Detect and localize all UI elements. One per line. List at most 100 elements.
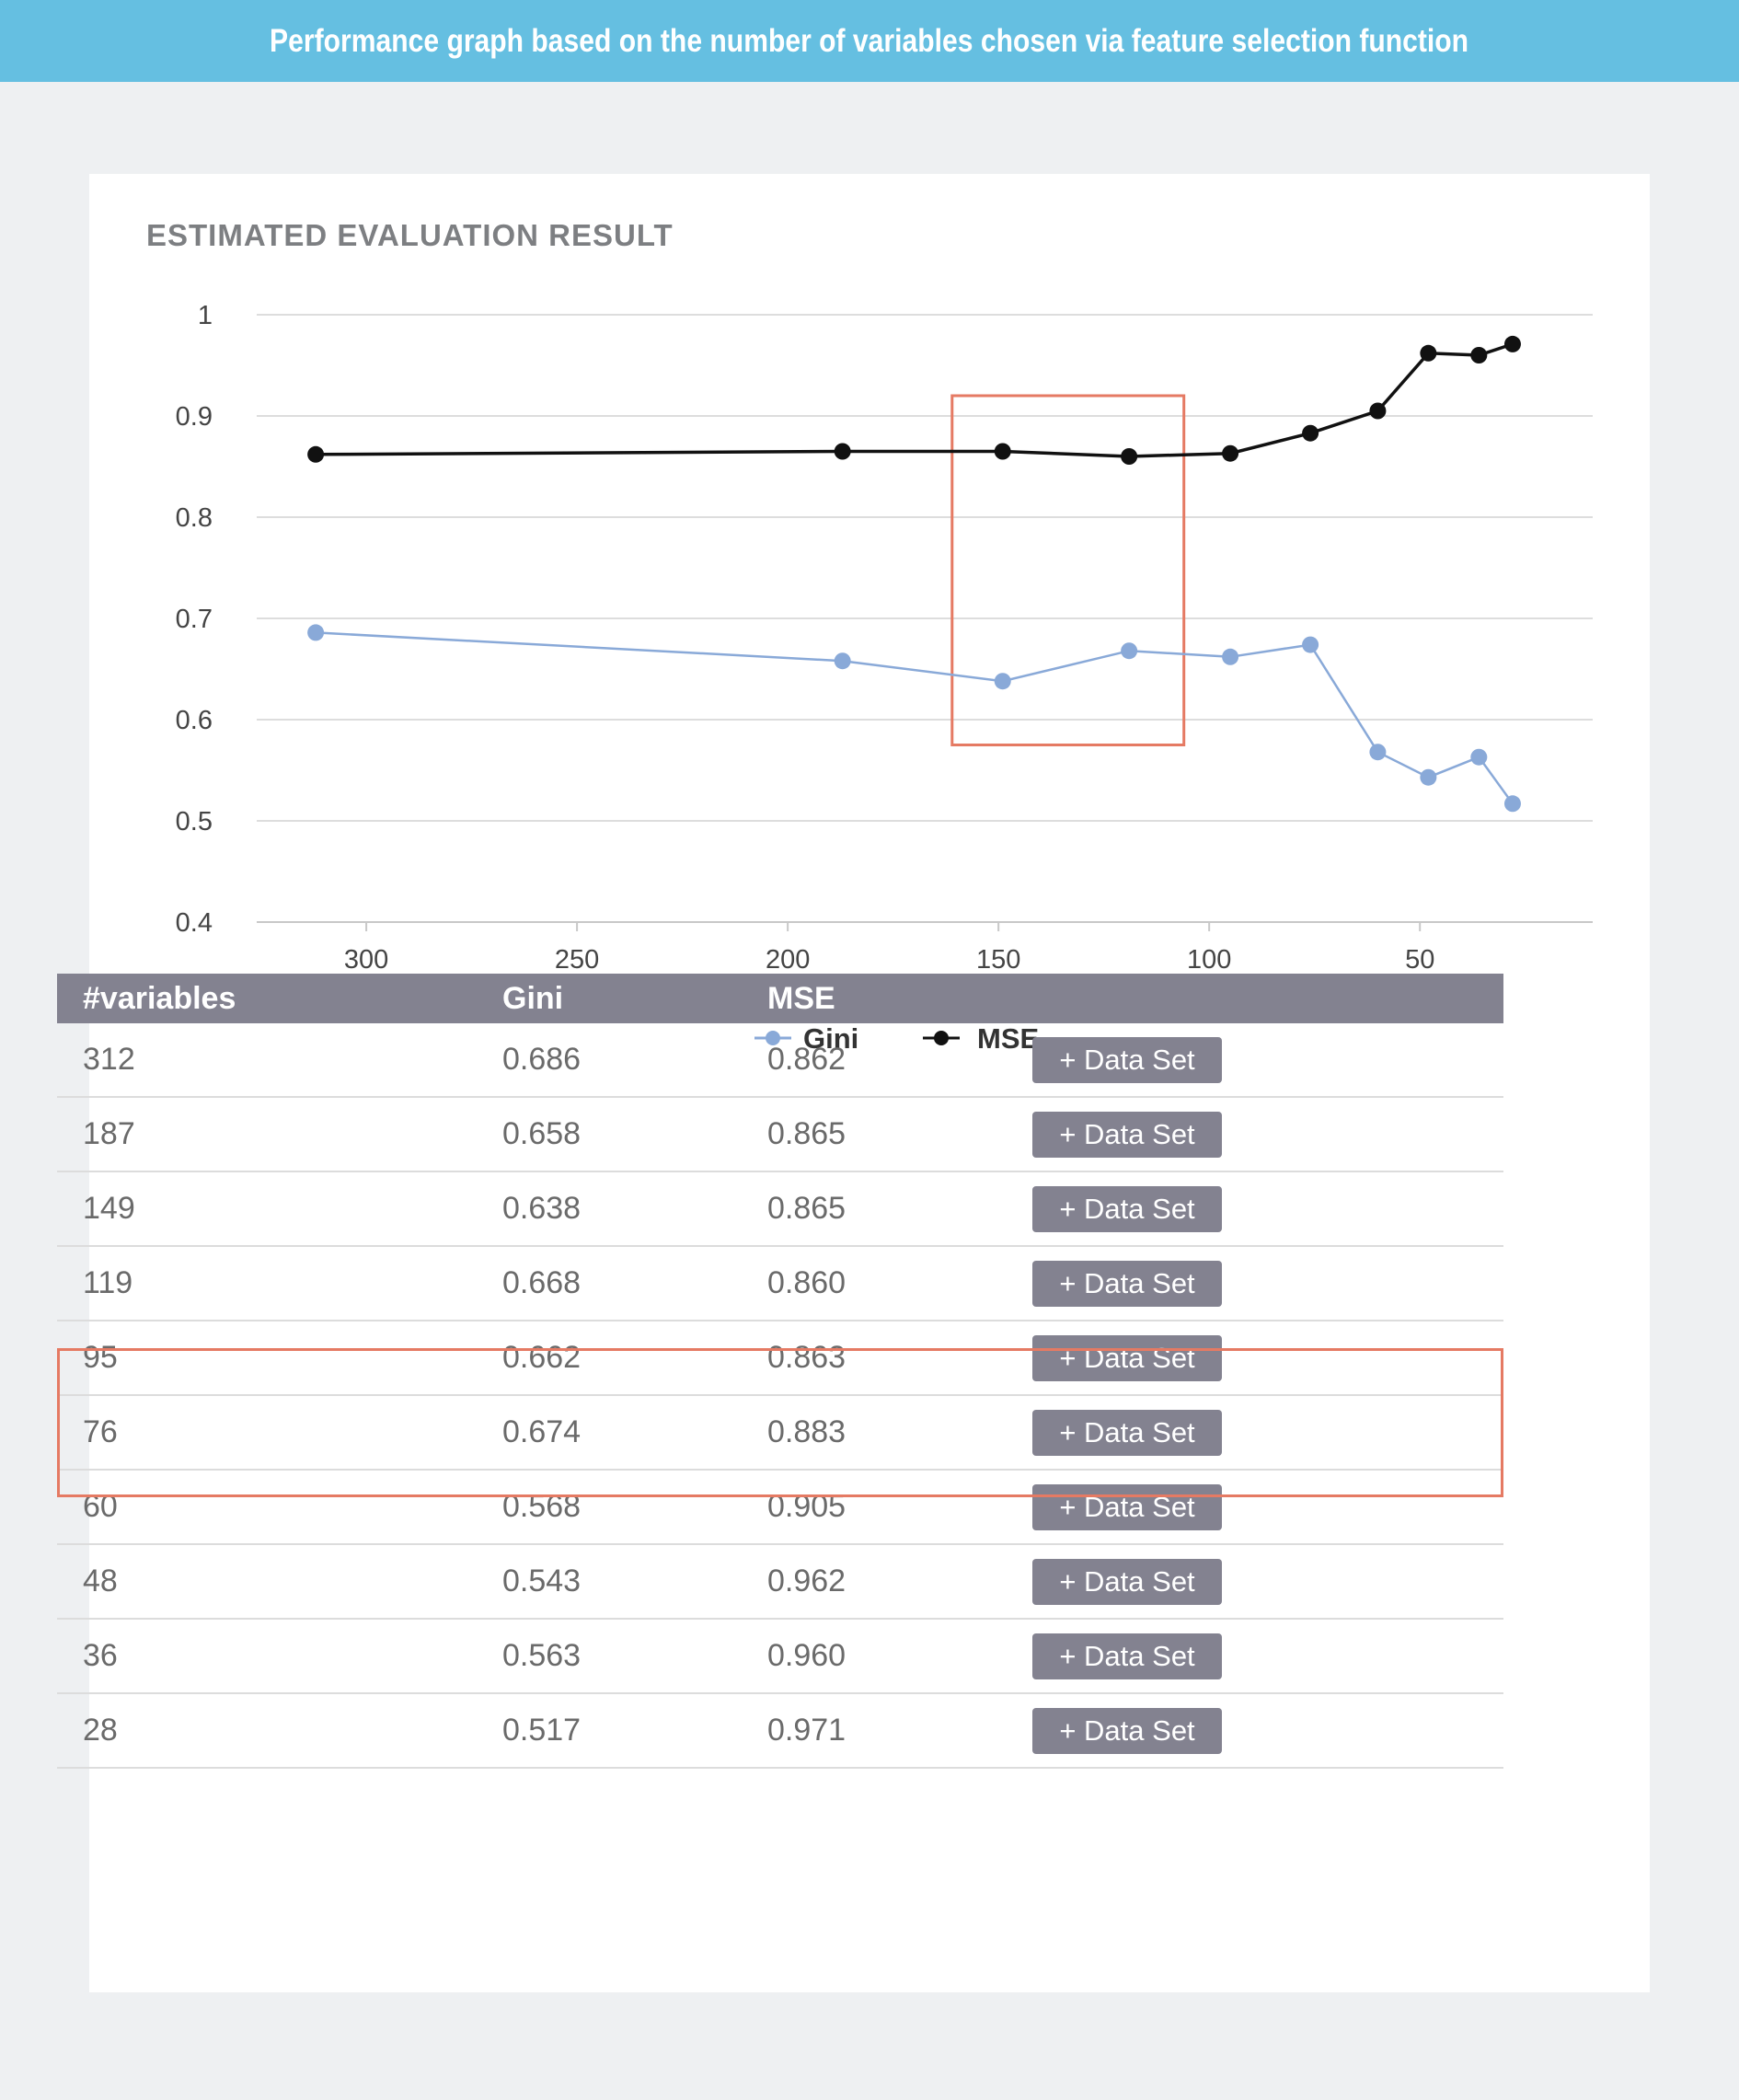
y-tick-label: 0.8: [176, 503, 213, 533]
table-row: 312 0.686 0.862 + Data Set: [57, 1023, 1503, 1098]
cell-variables: 76: [83, 1414, 118, 1449]
cell-mse: 0.960: [767, 1638, 846, 1673]
y-tick-label: 0.9: [176, 402, 213, 432]
data-point-mse: [1121, 448, 1138, 465]
cell-gini: 0.658: [502, 1116, 582, 1151]
cell-mse: 0.860: [767, 1265, 846, 1300]
cell-mse: 0.863: [767, 1340, 846, 1375]
cell-variables: 149: [83, 1191, 135, 1226]
table-row: 36 0.563 0.960 + Data Set: [57, 1620, 1503, 1694]
cell-gini: 0.686: [502, 1042, 582, 1077]
legend-marker: [934, 1031, 949, 1045]
data-point-mse: [834, 443, 851, 460]
data-point-gini: [1222, 648, 1239, 665]
cell-gini: 0.517: [502, 1713, 582, 1748]
x-tick-label: 50: [1405, 945, 1434, 975]
line-chart: 1 0.9 0.8 0.7 0.6 0.5 0.4 300 250 200 150 100 50 Gini…: [176, 301, 1593, 1055]
table-row: 60 0.568 0.905 + Data Set: [57, 1471, 1503, 1545]
header-gini: Gini: [502, 980, 564, 1016]
chart-highlight-box: [950, 394, 1186, 746]
cell-variables: 36: [83, 1638, 118, 1673]
result-card: ESTIMATED EVALUATION RESULT 1 0.9 0.8 0.7 0.…: [89, 174, 1650, 1992]
y-tick-label: 0.5: [176, 807, 213, 837]
banner-title: Performance graph based on the number of…: [270, 22, 1469, 59]
cell-mse: 0.905: [767, 1489, 846, 1524]
add-data-set-button[interactable]: + Data Set: [1032, 1558, 1222, 1605]
cell-mse: 0.971: [767, 1713, 846, 1748]
data-point-gini: [1302, 636, 1319, 653]
table-body: 312 0.686 0.862 + Data Set 187 0.658 0.865 + Da…: [57, 1023, 1503, 1769]
x-tick-label: 300: [344, 945, 388, 975]
data-point-mse: [1420, 344, 1437, 362]
cell-mse: 0.883: [767, 1414, 846, 1449]
cell-variables: 95: [83, 1340, 118, 1375]
table-row: 119 0.668 0.860 + Data Set: [57, 1247, 1503, 1321]
cell-gini: 0.638: [502, 1191, 582, 1226]
cell-variables: 28: [83, 1713, 118, 1748]
cell-gini: 0.668: [502, 1265, 582, 1300]
legend-marker: [766, 1031, 780, 1045]
cell-gini: 0.563: [502, 1638, 582, 1673]
cell-gini: 0.568: [502, 1489, 582, 1524]
data-point-gini: [994, 673, 1011, 690]
table-row: 76 0.674 0.883 + Data Set: [57, 1396, 1503, 1471]
add-data-set-button[interactable]: + Data Set: [1032, 1633, 1222, 1679]
data-point-gini: [1503, 795, 1521, 813]
data-point-mse: [1369, 402, 1387, 420]
add-data-set-button[interactable]: + Data Set: [1032, 1334, 1222, 1381]
y-tick-label: 0.6: [176, 706, 213, 735]
results-table: #variables Gini MSE 312 0.686 0.862 + Data …: [57, 974, 1503, 1769]
cell-gini: 0.543: [502, 1563, 582, 1598]
cell-mse: 0.862: [767, 1042, 846, 1077]
cell-variables: 48: [83, 1563, 118, 1598]
table-row: 187 0.658 0.865 + Data Set: [57, 1098, 1503, 1172]
cell-variables: 187: [83, 1116, 135, 1151]
header-variables: #variables: [83, 980, 236, 1016]
legend-label: MSE: [977, 1022, 1039, 1055]
data-point-mse: [1302, 424, 1319, 442]
legend-label: Gini: [803, 1022, 858, 1055]
cell-mse: 0.865: [767, 1191, 846, 1226]
data-point-mse: [1222, 444, 1239, 462]
data-point-gini: [834, 652, 851, 670]
table-header-row: #variables Gini MSE: [57, 974, 1503, 1023]
data-point-gini: [307, 624, 325, 641]
data-point-gini: [1470, 748, 1488, 766]
table-row: 28 0.517 0.971 + Data Set: [57, 1694, 1503, 1769]
add-data-set-button[interactable]: + Data Set: [1032, 1111, 1222, 1158]
y-tick-label: 1: [198, 301, 213, 330]
cell-mse: 0.962: [767, 1563, 846, 1598]
card-title: ESTIMATED EVALUATION RESULT: [146, 218, 674, 252]
add-data-set-button[interactable]: + Data Set: [1032, 1260, 1222, 1307]
data-point-gini: [1369, 744, 1387, 761]
series-line-mse: [316, 342, 1514, 458]
cell-mse: 0.865: [767, 1116, 846, 1151]
cell-variables: 60: [83, 1489, 118, 1524]
data-point-mse: [1503, 335, 1521, 352]
data-point-mse: [1470, 347, 1488, 363]
cell-gini: 0.674: [502, 1414, 582, 1449]
x-tick-label: 100: [1187, 945, 1231, 975]
add-data-set-button[interactable]: + Data Set: [1032, 1185, 1222, 1232]
data-point-mse: [307, 445, 325, 463]
x-tick-label: 150: [976, 945, 1020, 975]
y-tick-label: 0.4: [176, 908, 213, 938]
cell-variables: 119: [83, 1265, 133, 1300]
add-data-set-button[interactable]: + Data Set: [1032, 1409, 1222, 1456]
add-data-set-button[interactable]: + Data Set: [1032, 1483, 1222, 1530]
data-point-gini: [1420, 768, 1437, 786]
add-data-set-button[interactable]: + Data Set: [1032, 1036, 1222, 1083]
x-tick-label: 200: [766, 945, 810, 975]
table-row: 95 0.662 0.863 + Data Set: [57, 1321, 1503, 1396]
page-banner: Performance graph based on the number of…: [0, 0, 1739, 82]
table-row: 149 0.638 0.865 + Data Set: [57, 1172, 1503, 1247]
data-point-gini: [1121, 642, 1138, 660]
table-row: 48 0.543 0.962 + Data Set: [57, 1545, 1503, 1620]
header-mse: MSE: [767, 980, 835, 1016]
data-point-mse: [994, 443, 1011, 460]
cell-variables: 312: [83, 1042, 135, 1077]
x-tick-label: 250: [555, 945, 599, 975]
series-line-gini: [316, 631, 1514, 805]
y-tick-label: 0.7: [176, 605, 213, 634]
add-data-set-button[interactable]: + Data Set: [1032, 1707, 1222, 1754]
